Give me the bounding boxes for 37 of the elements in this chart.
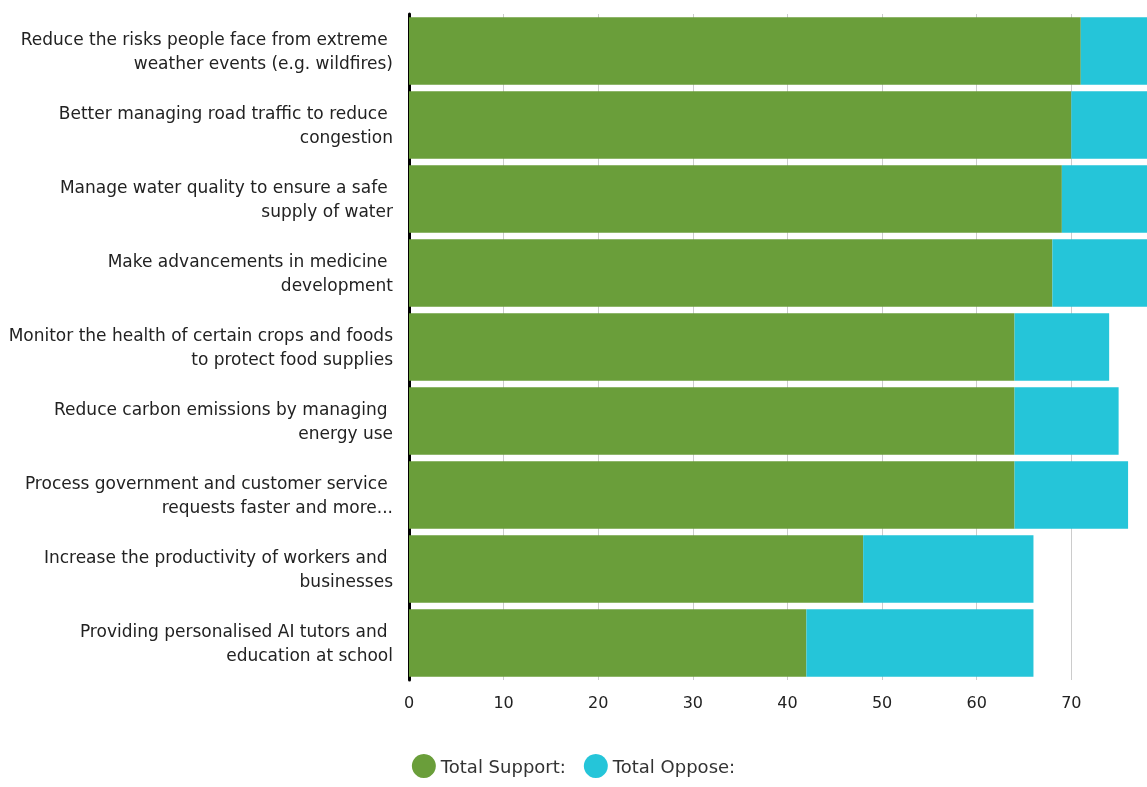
bar — [1071, 91, 1147, 159]
x-tick-label: 10 — [493, 692, 514, 712]
x-tick-label: 50 — [871, 692, 893, 712]
y-tick-label: Better managing road traffic to reduce congestion — [58, 103, 393, 147]
y-tick-label: Make advancements in medicine development — [107, 251, 394, 295]
legend-label: Total Support: — [439, 755, 566, 777]
y-tick-label: Increase the productivity of workers and businesses — [43, 547, 394, 591]
y-tick-label: Process government and customer service requests faster and more... — [24, 473, 393, 517]
legend-label: Total Oppose: — [611, 755, 736, 777]
y-tick-label: Reduce the risks people face from extreme weather events (e.g. wildfires) — [20, 29, 393, 73]
x-tick-label: 0 — [403, 692, 415, 712]
bar — [1080, 17, 1147, 85]
y-tick-label: Providing personalised AI tutors and education at school — [79, 621, 393, 665]
x-tick-label: 30 — [682, 692, 704, 712]
x-tick-label: 20 — [588, 692, 609, 712]
bar — [1014, 387, 1119, 455]
bar — [1014, 313, 1110, 381]
y-tick-label: Reduce carbon emissions by managing energy use — [54, 399, 393, 443]
y-tick-label: Monitor the health of certain crops and foods to protect food supplies — [8, 325, 394, 369]
x-tick-label: 40 — [777, 692, 798, 712]
bar — [409, 461, 1015, 529]
bar — [409, 17, 1081, 85]
bar — [409, 313, 1015, 381]
bar — [409, 165, 1062, 233]
bar — [1061, 165, 1147, 233]
bar — [1014, 461, 1129, 529]
bar — [409, 535, 864, 603]
bar — [409, 609, 807, 677]
bar — [806, 609, 1034, 677]
x-tick-label: 70 — [1061, 692, 1082, 712]
y-tick-label: Manage water quality to ensure a safe supply of water — [59, 177, 393, 221]
bar — [1052, 239, 1147, 307]
bar — [863, 535, 1034, 603]
bar — [409, 387, 1015, 455]
bar — [409, 239, 1053, 307]
x-tick-label: 60 — [966, 692, 987, 712]
bar — [409, 91, 1072, 159]
